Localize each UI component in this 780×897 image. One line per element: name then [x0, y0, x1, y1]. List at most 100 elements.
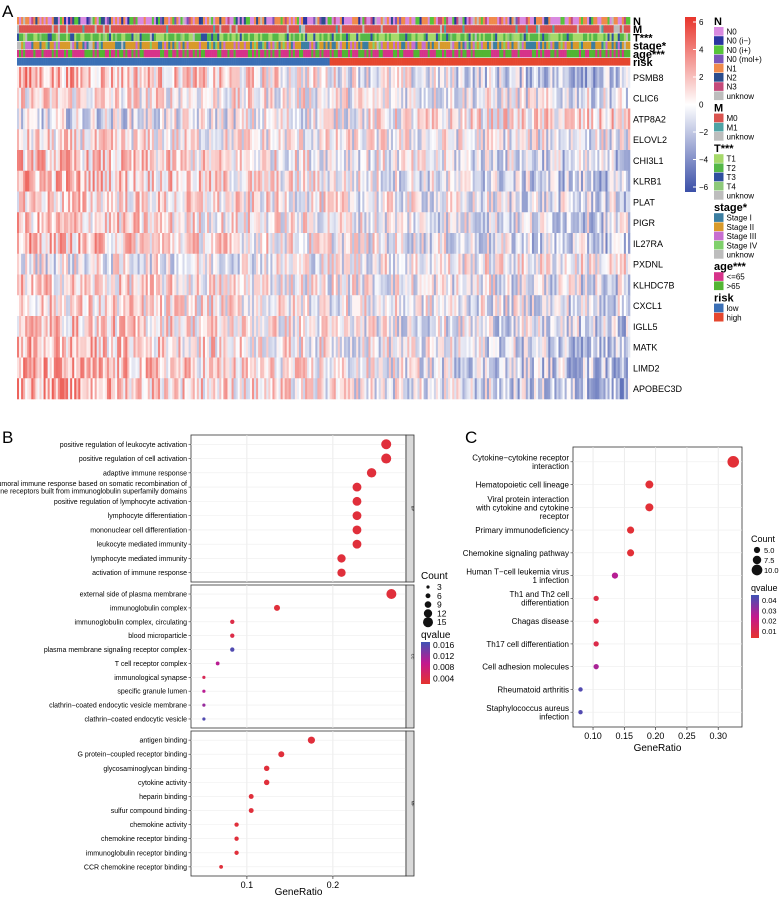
heatmap-cell — [546, 129, 549, 151]
heatmap-cell — [153, 253, 157, 275]
heatmap-cell — [591, 212, 594, 234]
heatmap-cell — [619, 212, 623, 234]
heatmap-cell — [53, 87, 57, 109]
heatmap-cell — [401, 233, 404, 255]
heatmap-cell — [41, 129, 44, 151]
annotation-cell — [139, 33, 142, 41]
annotation-cell — [82, 25, 85, 33]
heatmap-cell — [188, 150, 191, 172]
heatmap-cell — [110, 129, 114, 151]
heatmap-cell — [489, 233, 492, 255]
annotation-cell — [31, 17, 34, 25]
heatmap-cell — [282, 108, 285, 130]
annotation-cell — [96, 49, 100, 58]
heatmap-cell — [417, 129, 420, 151]
heatmap-cell — [576, 87, 580, 109]
annotation-cell — [354, 41, 357, 50]
annotation-cell — [472, 17, 475, 25]
heatmap-cell — [427, 170, 431, 192]
annotation-cell — [476, 33, 480, 41]
heatmap-cell — [566, 212, 569, 234]
heatmap-cell — [331, 191, 335, 213]
annotation-cell — [239, 25, 243, 33]
annotation-cell — [511, 41, 514, 50]
heatmap-cell — [405, 212, 408, 234]
annotation-cell — [258, 33, 261, 41]
annotation-cell — [550, 58, 553, 66]
annotation-cell — [219, 17, 222, 25]
heatmap-cell — [296, 67, 300, 89]
heatmap-cell — [513, 150, 516, 172]
annotation-cell — [229, 25, 232, 33]
heatmap-cell — [290, 87, 294, 109]
heatmap-cell — [333, 233, 337, 255]
heatmap-cell — [411, 87, 414, 109]
annotation-cell — [491, 49, 494, 58]
heatmap-cell — [160, 253, 163, 275]
heatmap-cell — [515, 108, 518, 130]
annotation-cell — [160, 33, 163, 41]
heatmap-cell — [315, 67, 318, 89]
annotation-cell — [525, 49, 529, 58]
heatmap-cell — [405, 191, 408, 213]
annotation-cell — [446, 25, 449, 33]
annotation-cell — [376, 41, 379, 50]
heatmap-cell — [495, 170, 498, 192]
annotation-cell — [425, 25, 429, 33]
heatmap-cell — [468, 129, 471, 151]
heatmap-cell — [307, 191, 310, 213]
annotation-cell — [362, 41, 365, 50]
heatmap-cell — [166, 274, 169, 296]
heatmap-cell — [617, 87, 621, 109]
annotation-cell — [251, 41, 255, 50]
heatmap-cell — [354, 150, 357, 172]
heatmap-cell — [601, 233, 604, 255]
annotation-cell — [23, 58, 26, 66]
heatmap-cell — [554, 129, 557, 151]
heatmap-cell — [278, 170, 281, 192]
annotation-cell — [360, 33, 363, 41]
annotation-cell — [507, 58, 510, 66]
heatmap-cell — [192, 253, 196, 275]
annotation-cell — [446, 58, 449, 66]
heatmap-cell — [321, 170, 324, 192]
annotation-cell — [364, 17, 367, 25]
heatmap-cell — [174, 233, 177, 255]
annotation-cell — [147, 58, 151, 66]
heatmap-cell — [364, 274, 367, 296]
heatmap-cell — [117, 253, 120, 275]
heatmap-cell — [517, 233, 520, 255]
heatmap-cell — [343, 212, 347, 234]
annotation-cell — [219, 33, 222, 41]
heatmap-cell — [429, 170, 433, 192]
heatmap-cell — [47, 108, 50, 130]
heatmap-cell — [196, 170, 200, 192]
heatmap-cell — [341, 212, 345, 234]
annotation-cell — [305, 25, 308, 33]
heatmap-cell — [450, 170, 453, 192]
annotation-cell — [225, 25, 228, 33]
heatmap-cell — [251, 170, 255, 192]
heatmap-cell — [503, 150, 506, 172]
annotation-cell — [41, 25, 44, 33]
heatmap-cell — [184, 212, 187, 234]
heatmap-cell — [333, 212, 337, 234]
annotation-cell — [491, 41, 494, 50]
annotation-cell — [327, 58, 330, 66]
annotation-cell — [133, 58, 136, 66]
heatmap-cell — [433, 170, 437, 192]
annotation-cell — [521, 33, 525, 41]
heatmap-cell — [25, 233, 28, 255]
heatmap-cell — [45, 87, 48, 109]
annotation-cell — [237, 41, 241, 50]
heatmap-cell — [260, 170, 263, 192]
heatmap-cell — [70, 67, 73, 89]
heatmap-cell — [157, 233, 161, 255]
annotation-cell — [623, 17, 627, 25]
annotation-cell — [254, 58, 257, 66]
heatmap-cell — [560, 129, 563, 151]
heatmap-cell — [262, 87, 265, 109]
heatmap-cell — [450, 233, 453, 255]
annotation-cell — [397, 49, 400, 58]
annotation-cell — [552, 17, 555, 25]
